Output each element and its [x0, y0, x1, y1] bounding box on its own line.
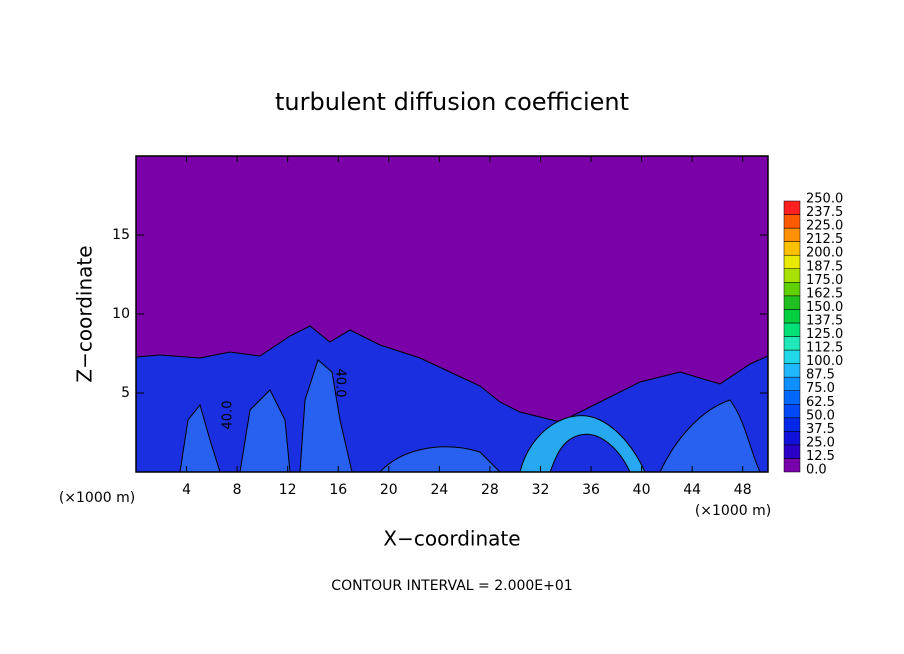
y-tick-label: 15	[112, 227, 130, 243]
colorbar-label: 100.0	[806, 354, 843, 369]
x-tick-label: 4	[182, 482, 191, 498]
colorbar-label: 137.5	[806, 313, 843, 328]
x-tick-label: 24	[430, 482, 448, 498]
colorbar-segment	[783, 295, 801, 310]
colorbar-segment	[783, 227, 801, 242]
turbulent-core	[378, 446, 502, 473]
x-tick-label: 40	[633, 482, 651, 498]
colorbar-label: 150.0	[806, 300, 843, 315]
colorbar-label: 212.5	[806, 232, 843, 247]
colorbar-segment	[783, 254, 801, 269]
colorbar-label: 50.0	[806, 408, 835, 423]
colorbar-label: 250.0	[806, 192, 843, 207]
x-tick-label: 12	[279, 482, 297, 498]
colorbar-label: 0.0	[806, 463, 827, 478]
colorbar-segment	[783, 404, 801, 419]
colorbar-segment	[783, 417, 801, 432]
colorbar-label: 112.5	[806, 341, 843, 356]
x-unit: (×1000 m)	[695, 503, 771, 519]
colorbar-segment	[783, 336, 801, 351]
colorbar-segment	[783, 458, 801, 473]
colorbar-label: 187.5	[806, 259, 843, 274]
x-tick-label: 36	[582, 482, 600, 498]
colorbar-segment	[783, 431, 801, 446]
colorbar-segment	[783, 268, 801, 283]
colorbar-label: 87.5	[806, 368, 835, 383]
y-tick-label: 10	[112, 306, 130, 322]
colorbar-segment	[783, 349, 801, 364]
colorbar-segment	[783, 322, 801, 337]
x-tick-label: 32	[532, 482, 550, 498]
contour-label: 40.0	[221, 401, 236, 430]
colorbar-segment	[783, 376, 801, 391]
colorbar-label: 62.5	[806, 395, 835, 410]
colorbar-label: 162.5	[806, 286, 843, 301]
x-tick-label: 20	[380, 482, 398, 498]
colorbar-label: 12.5	[806, 449, 835, 464]
x-tick-label: 8	[233, 482, 242, 498]
colorbar-segment	[783, 444, 801, 459]
colorbar-label: 37.5	[806, 422, 835, 437]
colorbar-segment	[783, 241, 801, 256]
colorbar-segment	[783, 200, 801, 215]
contour-label: 40.0	[333, 369, 348, 398]
colorbar-segment	[783, 390, 801, 405]
x-tick-label: 16	[329, 482, 347, 498]
colorbar-label: 200.0	[806, 246, 843, 261]
colorbar-segment	[783, 309, 801, 324]
x-tick-label: 28	[481, 482, 499, 498]
x-tick-label: 44	[683, 482, 701, 498]
x-tick-label: 48	[734, 482, 752, 498]
colorbar-label: 225.0	[806, 219, 843, 234]
colorbar-label: 175.0	[806, 273, 843, 288]
y-axis-title: Z−coordinate	[73, 245, 97, 382]
colorbar-label: 75.0	[806, 381, 835, 396]
x-axis-title: X−coordinate	[383, 527, 520, 551]
chart-title: turbulent diffusion coefficient	[275, 88, 629, 116]
colorbar-label: 25.0	[806, 435, 835, 450]
colorbar-segment	[783, 363, 801, 378]
colorbar-segment	[783, 214, 801, 229]
x-unit: (×1000 m)	[59, 490, 135, 506]
y-tick-label: 5	[121, 385, 130, 401]
turbulent-core	[659, 399, 761, 473]
footnote: CONTOUR INTERVAL = 2.000E+01	[331, 578, 572, 594]
colorbar-segment	[783, 282, 801, 297]
colorbar-label: 125.0	[806, 327, 843, 342]
colorbar-label: 237.5	[806, 205, 843, 220]
